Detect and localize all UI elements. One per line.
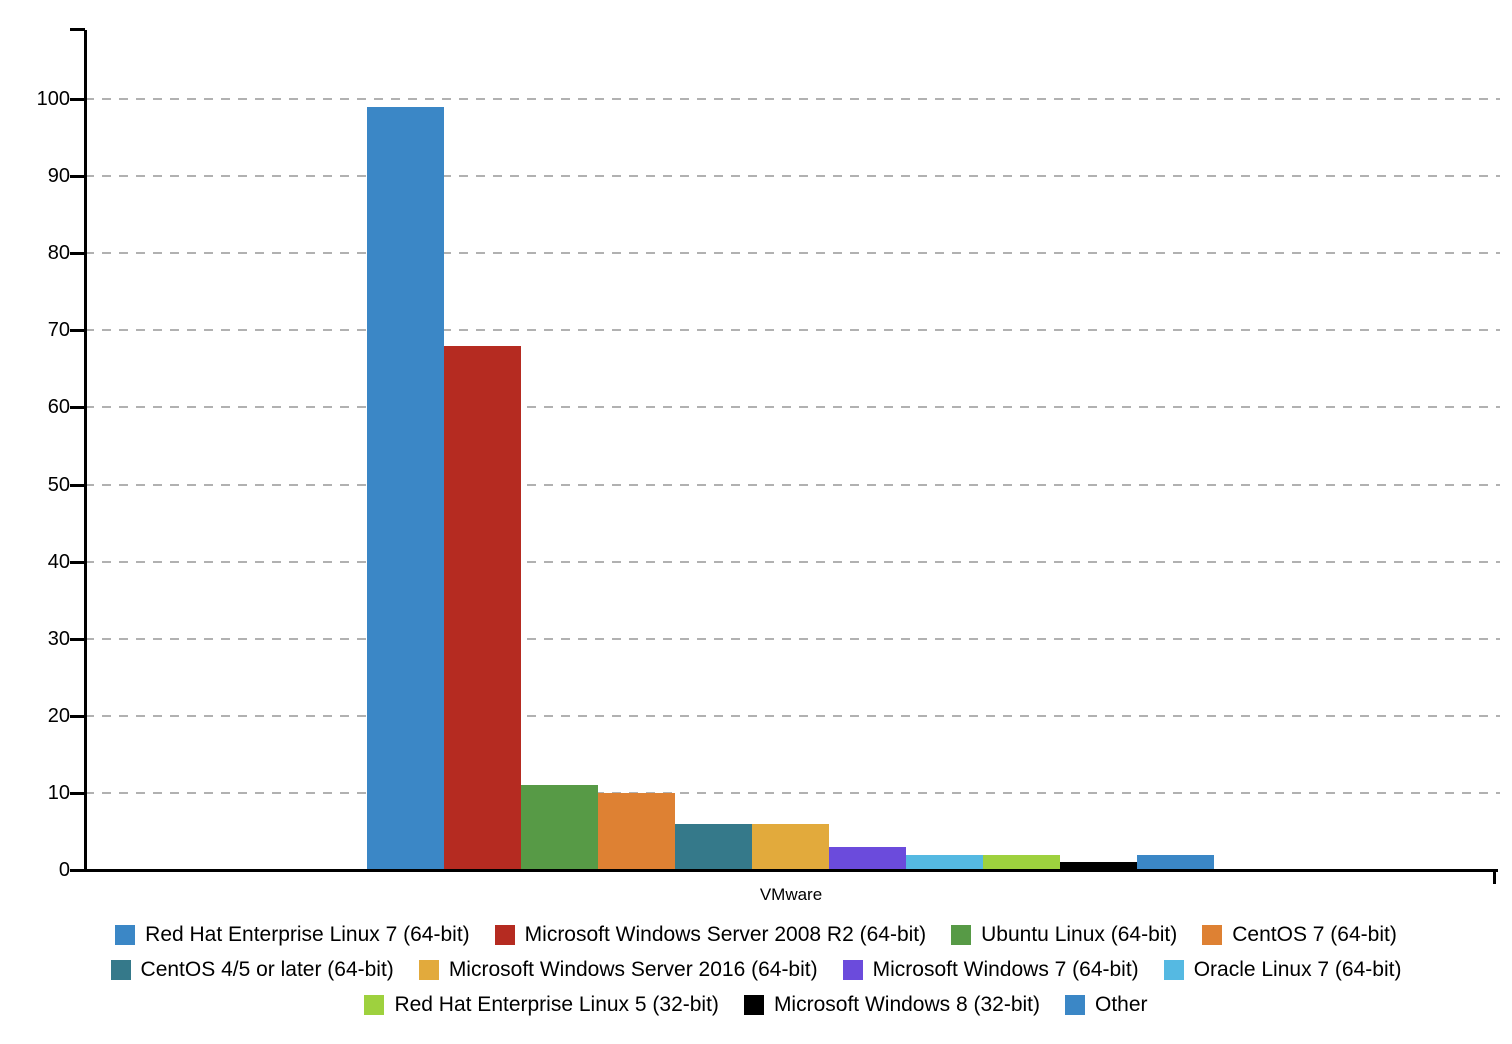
bar[interactable] <box>752 824 829 870</box>
legend-swatch <box>1065 995 1086 1015</box>
legend-item[interactable]: Red Hat Enterprise Linux 5 (32-bit) <box>364 994 719 1016</box>
bar[interactable] <box>906 855 983 870</box>
y-tick <box>70 637 85 641</box>
y-tick <box>70 252 85 256</box>
legend-item[interactable]: Microsoft Windows 7 (64-bit) <box>842 958 1139 981</box>
y-tick <box>70 329 85 333</box>
y-axis-top-tick <box>70 28 85 31</box>
bar[interactable] <box>598 793 675 870</box>
legend-item[interactable]: Ubuntu Linux (64-bit) <box>951 924 1177 946</box>
legend-label: Ubuntu Linux (64-bit) <box>981 923 1178 946</box>
legend-item[interactable]: Oracle Linux 7 (64-bit) <box>1163 958 1402 981</box>
gridline <box>85 714 1500 717</box>
legend-item[interactable]: Red Hat Enterprise Linux 7 (64-bit) <box>115 924 470 946</box>
x-category-label: VMware <box>759 885 823 904</box>
legend-swatch <box>364 995 385 1015</box>
y-tick-label: 50 <box>47 473 70 496</box>
gridline <box>85 175 1500 178</box>
legend-row: Red Hat Enterprise Linux 5 (32-bit) Micro… <box>364 993 1148 1016</box>
legend-label: Other <box>1095 993 1148 1016</box>
y-tick <box>70 791 85 795</box>
legend-label: Red Hat Enterprise Linux 7 (64-bit) <box>145 923 470 946</box>
y-tick-label: 100 <box>36 88 70 110</box>
legend-label: Microsoft Windows 7 (64-bit) <box>872 958 1139 981</box>
gridline <box>85 406 1500 409</box>
legend-swatch <box>1202 925 1223 945</box>
y-tick-label: 20 <box>47 704 70 727</box>
legend-row: CentOS 4/5 or later (64-bit) Microsoft Wi… <box>110 958 1402 981</box>
legend-item[interactable]: Microsoft Windows 8 (32-bit) <box>743 993 1041 1016</box>
y-tick-label: 10 <box>47 781 70 804</box>
bar[interactable] <box>829 847 906 870</box>
legend-label: CentOS 7 (64-bit) <box>1232 923 1397 946</box>
legend-swatch <box>115 925 136 945</box>
legend-swatch <box>1163 960 1184 980</box>
y-tick-label: 60 <box>47 396 70 419</box>
y-tick <box>70 869 85 872</box>
legend-item[interactable]: CentOS 7 (64-bit) <box>1202 924 1397 946</box>
bar[interactable] <box>675 824 752 870</box>
legend-item[interactable]: Microsoft Windows Server 2016 (64-bit) <box>418 958 818 981</box>
y-tick-label: 0 <box>58 859 70 881</box>
legend-label: Microsoft Windows Server 2008 R2 (64-bit… <box>524 923 927 946</box>
legend-swatch <box>743 995 764 1015</box>
x-axis-line <box>84 869 1498 872</box>
legend-label: Red Hat Enterprise Linux 5 (32-bit) <box>394 993 719 1016</box>
legend-item[interactable]: Other <box>1065 994 1148 1016</box>
legend-row: Red Hat Enterprise Linux 7 (64-bit) Micro… <box>115 924 1397 946</box>
gridline <box>85 252 1500 255</box>
y-tick <box>70 98 85 101</box>
y-tick-label: 70 <box>47 319 70 342</box>
y-tick <box>70 483 85 487</box>
bar[interactable] <box>367 107 444 870</box>
bar[interactable] <box>444 346 521 870</box>
y-tick <box>70 175 85 179</box>
legend: Red Hat Enterprise Linux 7 (64-bit) Micro… <box>0 924 1512 1016</box>
y-axis-line <box>84 30 87 872</box>
y-tick-label: 30 <box>47 627 70 650</box>
bar[interactable] <box>983 855 1060 870</box>
legend-swatch <box>418 960 439 980</box>
x-axis-end-tick <box>1493 869 1496 884</box>
legend-swatch <box>951 925 972 945</box>
gridline <box>85 483 1500 486</box>
bar[interactable] <box>1060 862 1137 870</box>
y-tick <box>70 714 85 718</box>
y-tick-label: 80 <box>47 242 70 265</box>
legend-swatch <box>494 925 515 945</box>
y-tick-label: 40 <box>47 550 70 573</box>
legend-label: Oracle Linux 7 (64-bit) <box>1193 958 1402 981</box>
legend-item[interactable]: CentOS 4/5 or later (64-bit) <box>110 958 394 981</box>
plot-area: VMware 0 10 20 30 40 50 60 70 80 90 100 <box>36 28 1500 904</box>
gridline <box>85 637 1500 640</box>
legend-swatch <box>110 960 131 980</box>
gridline <box>85 791 1500 794</box>
y-tick <box>70 406 85 410</box>
gridline <box>85 329 1500 332</box>
legend-swatch <box>842 960 863 980</box>
legend-label: Microsoft Windows 8 (32-bit) <box>773 993 1041 1016</box>
legend-item[interactable]: Microsoft Windows Server 2008 R2 (64-bit… <box>494 923 927 946</box>
gridline <box>85 98 1500 100</box>
legend-label: Microsoft Windows Server 2016 (64-bit) <box>448 958 818 981</box>
y-tick <box>70 560 85 564</box>
gridline <box>85 560 1500 563</box>
bar[interactable] <box>521 785 598 870</box>
y-tick-label: 90 <box>47 165 70 188</box>
bar[interactable] <box>1137 855 1214 870</box>
legend-label: CentOS 4/5 or later (64-bit) <box>140 958 394 981</box>
